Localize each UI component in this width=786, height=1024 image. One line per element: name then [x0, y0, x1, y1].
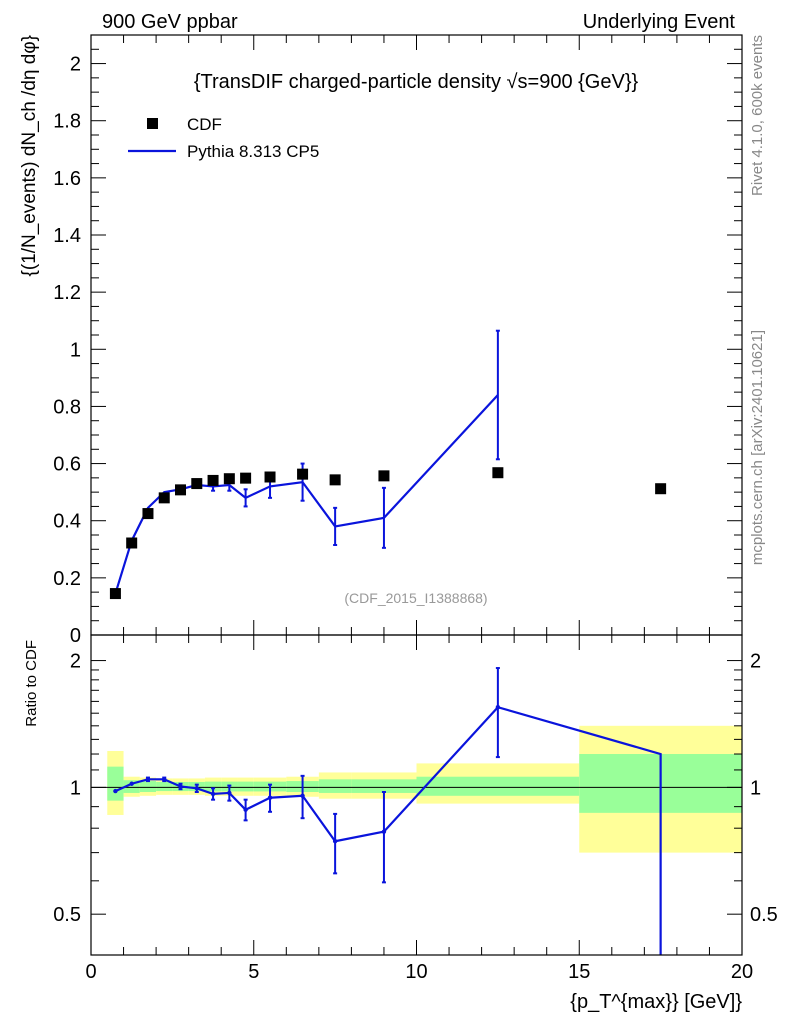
cdf-data-point: [329, 474, 341, 486]
ratio-y-axis-label: Ratio to CDF: [23, 640, 40, 727]
ratio-point: [495, 704, 501, 710]
ratio-y-tick-label-right: 1: [750, 777, 761, 799]
ratio-band-green: [204, 781, 222, 792]
cdf-data-point: [297, 468, 309, 480]
cdf-data-point: [240, 472, 252, 484]
x-tick-label: 0: [85, 961, 96, 983]
header-right: Underlying Event: [583, 11, 736, 33]
y-tick-label: 1: [70, 339, 81, 361]
x-tick-label: 20: [731, 961, 753, 983]
y-tick-label: 1.2: [53, 282, 81, 304]
ratio-point: [194, 786, 199, 791]
ratio-point: [178, 784, 183, 789]
x-tick-label: 5: [248, 961, 259, 983]
ratio-band-green: [318, 779, 352, 793]
ratio-band-green: [351, 779, 417, 793]
chart-title: {TransDIF charged-particle density √s=90…: [194, 71, 639, 93]
main-panel: (CDF_2015_I1388868) {TransDIF charged-pa…: [19, 34, 743, 647]
analysis-watermark: (CDF_2015_I1388868): [344, 590, 487, 606]
cdf-data-point: [378, 470, 390, 482]
ratio-point: [113, 788, 118, 794]
cdf-data-point: [264, 471, 276, 483]
ratio-axis-ticks: 0.5 0.51 12 20 5 10 15 20: [53, 635, 778, 983]
ratio-y-tick-label: 0.5: [53, 904, 81, 926]
y-tick-label: 2: [70, 54, 81, 76]
ratio-point: [129, 781, 134, 786]
main-series-group: [109, 329, 667, 600]
ratio-y-tick-label: 1: [70, 777, 81, 799]
ratio-band-green: [416, 776, 580, 796]
ratio-point: [300, 793, 305, 798]
legend-cdf-marker: [147, 118, 158, 129]
legend-pythia-label: Pythia 8.313 CP5: [187, 142, 319, 161]
ratio-band-green: [139, 781, 157, 793]
y-tick-label: 0.4: [53, 511, 81, 533]
ratio-point: [243, 807, 248, 812]
header-left: 900 GeV ppbar: [102, 11, 238, 33]
cdf-data-point: [126, 537, 138, 549]
y-tick-label: 0.8: [53, 396, 81, 418]
y-tick-label: 0: [70, 625, 81, 647]
cdf-data-point: [655, 483, 667, 495]
ratio-band-green: [237, 781, 254, 792]
rivet-label: Rivet 4.1.0, 600k events: [749, 35, 766, 196]
y-tick-label: 0.2: [53, 568, 81, 590]
y-tick-label: 1.4: [53, 225, 81, 247]
ratio-y-tick-label-right: 0.5: [750, 904, 778, 926]
main-axis-ticks: 0 0.2 0.4 0.6 0.8 1 1.2 1.4 1.6 1.8 2: [53, 35, 743, 647]
ratio-point: [227, 790, 232, 796]
cdf-data-point: [142, 508, 154, 520]
ratio-point: [381, 829, 387, 834]
ratio-point: [145, 777, 151, 782]
cdf-data-point: [207, 474, 219, 486]
cdf-data-point: [223, 473, 235, 485]
ratio-band-green: [156, 781, 173, 792]
pythia-line: [114, 394, 499, 594]
legend: CDF Pythia 8.313 CP5: [128, 115, 319, 161]
main-y-axis-label: {(1/N_events) dN_ch /dη dφ}: [19, 35, 40, 277]
ratio-y-tick-label: 2: [70, 651, 81, 673]
ratio-point: [162, 777, 167, 782]
cdf-data-point: [109, 588, 121, 600]
ratio-point: [210, 791, 216, 797]
cdf-data-point: [175, 484, 187, 496]
y-tick-label: 1.6: [53, 168, 81, 190]
ratio-band-green: [107, 766, 124, 801]
mcplots-label: mcplots.cern.ch [arXiv:2401.10621]: [749, 330, 766, 565]
ratio-point: [267, 795, 273, 800]
cdf-data-point: [158, 492, 170, 504]
cdf-data-point: [191, 478, 203, 490]
ratio-point: [332, 839, 338, 844]
legend-cdf-label: CDF: [187, 115, 222, 134]
ratio-line: [114, 705, 662, 955]
y-tick-label: 0.6: [53, 454, 81, 476]
x-tick-label: 15: [568, 961, 590, 983]
cdf-data-point: [492, 467, 504, 479]
ratio-y-tick-label-right: 2: [750, 651, 761, 673]
x-tick-label: 10: [405, 961, 427, 983]
ratio-series-group: [113, 667, 662, 955]
ratio-panel: 0.5 0.51 12 20 5 10 15 20 Ratio to CDF {p_T^{ma…: [23, 634, 778, 1013]
y-tick-label: 1.8: [53, 111, 81, 133]
x-axis-label: {p_T^{max}} [GeV]}: [570, 991, 742, 1013]
